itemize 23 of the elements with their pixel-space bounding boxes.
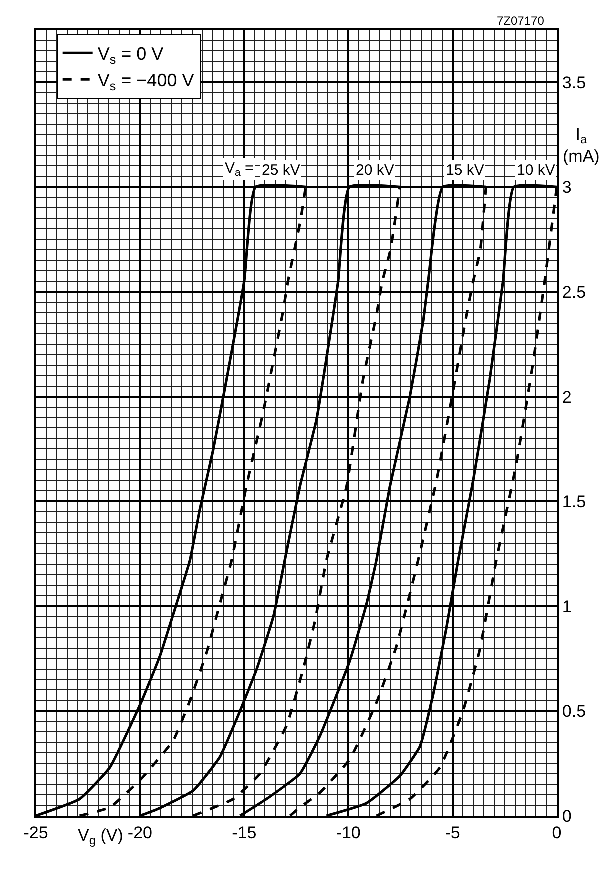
x-tick-label: -15: [232, 823, 257, 842]
x-axis-title: V$_{g}$ (V): [78, 826, 124, 848]
x-tick-label: -25: [24, 823, 48, 842]
y-tick-label: 0: [562, 806, 572, 826]
annotation: 25 kV: [262, 162, 300, 179]
text: 7Z07170: [497, 14, 545, 28]
y-tick-label: 2.5: [562, 282, 586, 302]
annotation: V$_{a}$ =: [225, 160, 254, 180]
annotation: 20 kV: [356, 162, 394, 179]
y-tick-label: 1: [562, 597, 572, 616]
y-axis-title: I$_{a}$ (mA): [563, 125, 600, 166]
legend-label: V$_{s}$ = −400 V: [98, 70, 194, 94]
x-tick-label: -10: [336, 823, 361, 842]
y-tick-label: 1.5: [562, 492, 586, 512]
y-tick-label: 0.5: [562, 702, 586, 722]
y-tick-label: 3.5: [562, 73, 586, 92]
y-tick-label: 3: [562, 178, 572, 198]
annotation: 15 kV: [446, 162, 484, 179]
y-tick-label: 2: [562, 388, 572, 407]
x-tick-label: -20: [128, 823, 152, 842]
x-tick-label: -5: [445, 823, 460, 842]
legend-label: V$_{s}$ = 0 V: [98, 44, 164, 67]
annotation: 10 kV: [517, 162, 556, 179]
